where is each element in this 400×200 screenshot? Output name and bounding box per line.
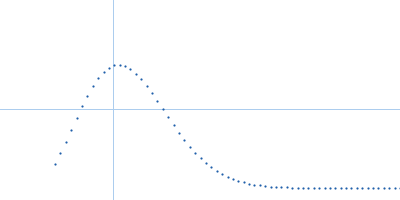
Point (321, 186, 328, 190)
Point (273, 185, 279, 189)
Point (289, 186, 295, 189)
Point (90, 85, 96, 88)
Point (381, 186, 387, 190)
Point (310, 186, 317, 189)
Point (354, 186, 360, 190)
Point (235, 179, 242, 183)
Point (305, 186, 312, 189)
Point (186, 145, 193, 148)
Point (181, 138, 188, 142)
Point (343, 186, 349, 190)
Point (375, 186, 382, 190)
Point (127, 68, 134, 71)
Point (300, 186, 306, 189)
Point (154, 100, 161, 103)
Point (364, 186, 371, 190)
Point (327, 186, 333, 190)
Point (284, 186, 290, 189)
Point (138, 78, 144, 81)
Point (111, 64, 118, 67)
Point (251, 183, 258, 186)
Point (230, 178, 236, 181)
Point (170, 124, 177, 127)
Point (116, 63, 123, 67)
Point (176, 131, 182, 135)
Point (246, 182, 252, 185)
Point (100, 71, 107, 74)
Point (144, 84, 150, 88)
Point (197, 157, 204, 160)
Point (57, 152, 64, 155)
Point (106, 66, 112, 69)
Point (370, 186, 376, 190)
Point (208, 166, 214, 169)
Point (316, 186, 322, 190)
Point (262, 184, 268, 188)
Point (95, 77, 101, 80)
Point (278, 186, 285, 189)
Point (224, 175, 231, 178)
Point (149, 92, 155, 95)
Point (386, 186, 392, 190)
Point (160, 108, 166, 111)
Point (79, 105, 85, 108)
Point (332, 186, 338, 190)
Point (359, 186, 366, 190)
Point (52, 162, 58, 165)
Point (348, 186, 355, 190)
Point (338, 186, 344, 190)
Point (62, 140, 69, 144)
Point (165, 116, 172, 119)
Point (192, 151, 198, 154)
Point (240, 181, 247, 184)
Point (219, 173, 225, 176)
Point (294, 186, 301, 189)
Point (257, 184, 263, 187)
Point (84, 94, 90, 97)
Point (68, 128, 74, 132)
Point (133, 72, 139, 75)
Point (397, 186, 400, 190)
Point (268, 185, 274, 188)
Point (122, 65, 128, 68)
Point (73, 116, 80, 120)
Point (214, 169, 220, 173)
Point (203, 162, 209, 165)
Point (392, 186, 398, 190)
